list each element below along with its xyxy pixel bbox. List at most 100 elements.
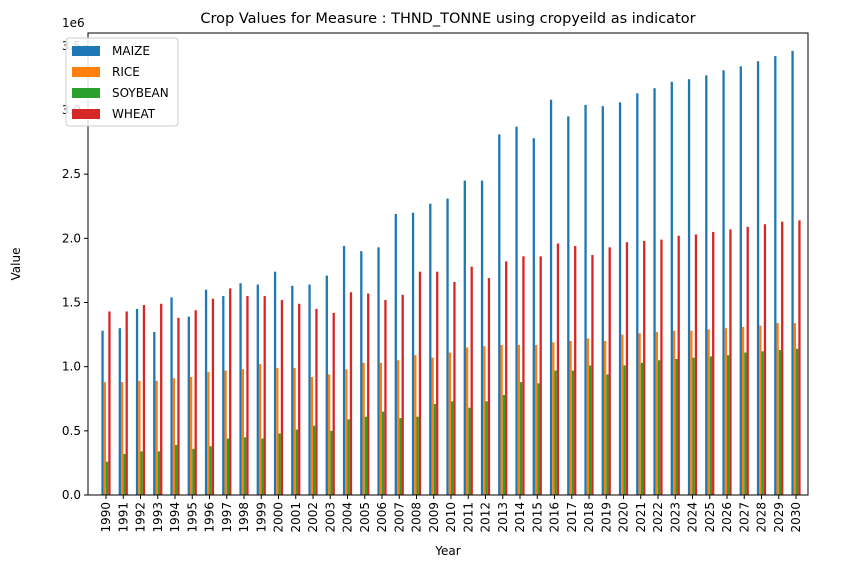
x-tick-label: 2019: [599, 502, 613, 533]
x-tick-label: 2018: [582, 502, 596, 533]
bar-soybean-1997: [226, 438, 230, 495]
bar-wheat-2009: [436, 271, 439, 495]
x-tick-label: 2001: [289, 502, 303, 533]
bar-rice-2002: [310, 376, 313, 495]
x-tick-label: 2015: [530, 502, 544, 533]
legend-swatch-maize: [72, 46, 100, 56]
bar-soybean-1994: [175, 444, 178, 495]
x-tick-label: 1997: [220, 502, 234, 533]
bar-rice-2008: [414, 355, 417, 495]
bar-maize-2012: [480, 180, 484, 496]
bar-maize-2000: [273, 271, 277, 495]
bar-wheat-2029: [781, 221, 784, 495]
bar-rice-2001: [293, 367, 296, 495]
bar-maize-2023: [670, 81, 673, 496]
bar-soybean-2020: [623, 365, 626, 495]
bar-rice-2011: [465, 347, 469, 495]
bar-rice-2025: [707, 329, 710, 495]
x-tick-label: 1993: [151, 502, 165, 533]
bar-wheat-2002: [315, 308, 318, 495]
bar-maize-2030: [791, 50, 794, 495]
bar-rice-2028: [759, 325, 762, 495]
bar-rice-1992: [138, 380, 141, 495]
bar-soybean-2015: [537, 383, 540, 495]
bar-maize-2014: [515, 126, 518, 495]
bar-wheat-2014: [522, 256, 525, 495]
x-tick-label: 2008: [410, 502, 424, 533]
x-tick-label: 2029: [772, 502, 786, 533]
x-tick-label: 2002: [306, 502, 320, 533]
bar-rice-2010: [448, 352, 451, 495]
x-tick-label: 2007: [392, 502, 406, 533]
x-tick-label: 2010: [444, 502, 458, 533]
bar-wheat-2027: [746, 226, 749, 496]
bar-maize-2006: [377, 247, 380, 495]
x-tick-label: 2020: [617, 502, 631, 533]
bar-soybean-2001: [295, 429, 299, 495]
bar-rice-2030: [793, 323, 796, 495]
bar-rice-2006: [379, 362, 382, 495]
x-tick-label: 1991: [116, 502, 130, 533]
bar-maize-1996: [204, 289, 208, 495]
y-tick-label: 0.0: [62, 488, 81, 502]
bar-rice-1999: [258, 364, 262, 495]
x-tick-label: 2012: [479, 502, 493, 533]
x-tick-label: 2025: [703, 502, 717, 533]
bar-soybean-1993: [157, 451, 161, 495]
bar-soybean-2025: [709, 356, 713, 495]
bar-wheat-1992: [142, 305, 146, 495]
bar-wheat-2008: [418, 271, 422, 495]
bar-wheat-2019: [608, 247, 611, 495]
bar-soybean-2008: [416, 416, 419, 495]
bar-wheat-2024: [694, 234, 698, 495]
plot-frame: [87, 32, 809, 496]
bar-soybean-2010: [451, 401, 454, 495]
bar-wheat-2013: [505, 261, 508, 495]
bar-maize-1995: [187, 316, 190, 495]
legend-box: [65, 37, 179, 127]
x-tick-label: 2013: [496, 502, 510, 533]
legend-swatch-soybean: [72, 88, 100, 98]
bar-maize-2015: [532, 138, 535, 495]
bar-maize-1998: [239, 283, 242, 495]
bar-soybean-2002: [313, 425, 316, 495]
y-tick-label: 2.0: [62, 231, 81, 245]
bar-soybean-1990: [106, 461, 109, 495]
bar-wheat-1991: [125, 311, 128, 495]
bar-soybean-1999: [261, 438, 264, 495]
bar-maize-2010: [446, 198, 449, 496]
bar-wheat-2001: [298, 303, 301, 495]
bar-soybean-2026: [727, 355, 730, 495]
bar-maize-2002: [308, 284, 311, 495]
bar-wheat-2003: [332, 312, 335, 495]
bar-soybean-2007: [399, 418, 402, 495]
bar-wheat-2022: [660, 239, 663, 495]
bar-soybean-2014: [520, 382, 523, 495]
x-tick-label: 2006: [375, 502, 389, 533]
bar-rice-2024: [690, 330, 693, 495]
bar-soybean-2017: [571, 370, 575, 495]
bar-rice-2029: [776, 323, 779, 495]
x-tick-label: 2026: [720, 502, 734, 533]
legend-label-maize: MAIZE: [112, 44, 150, 58]
x-tick-label: 2003: [323, 502, 337, 533]
bar-wheat-2018: [591, 255, 594, 495]
x-tick-label: 2017: [565, 502, 579, 533]
legend-label-wheat: WHEAT: [112, 107, 156, 121]
bar-rice-1996: [207, 371, 210, 495]
bar-soybean-2021: [640, 362, 644, 495]
bar-rice-1995: [189, 376, 193, 495]
bar-maize-2004: [342, 246, 346, 495]
bar-rice-2000: [276, 367, 279, 495]
x-tick-label: 2004: [341, 502, 355, 533]
x-tick-label: 1998: [237, 502, 251, 533]
x-tick-label: 2009: [427, 502, 441, 533]
bar-soybean-2019: [606, 374, 609, 495]
bar-maize-1992: [135, 308, 139, 495]
bar-wheat-1997: [229, 288, 232, 495]
bar-soybean-2012: [485, 401, 488, 495]
bar-soybean-2018: [589, 365, 592, 495]
bar-maize-2011: [463, 180, 466, 496]
bar-rice-2005: [362, 362, 365, 495]
